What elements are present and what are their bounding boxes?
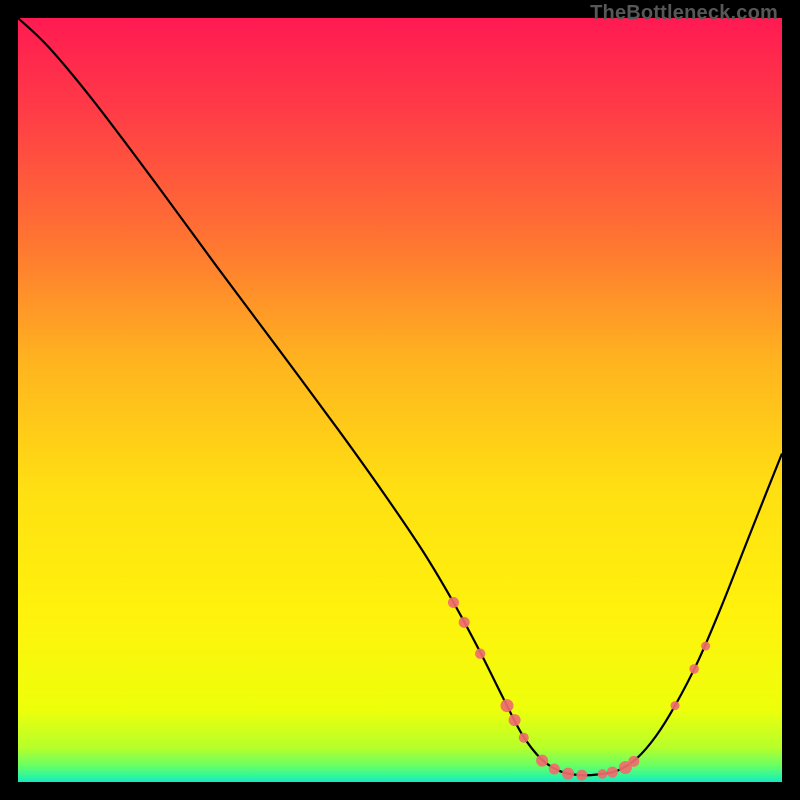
marker-dot xyxy=(689,664,699,674)
marker-dot xyxy=(509,714,521,726)
marker-dot xyxy=(459,617,470,628)
marker-dot xyxy=(607,767,618,778)
marker-dot xyxy=(576,770,587,781)
marker-group xyxy=(448,597,710,781)
marker-dot xyxy=(549,764,560,775)
marker-dot xyxy=(701,642,710,651)
marker-dot xyxy=(562,768,574,780)
plot-area xyxy=(18,18,782,782)
watermark-text: TheBottleneck.com xyxy=(590,2,778,25)
marker-dot xyxy=(448,597,459,608)
marker-dot xyxy=(671,701,680,710)
marker-dot xyxy=(519,733,529,743)
curve-layer xyxy=(18,18,782,782)
marker-dot xyxy=(628,756,639,767)
marker-dot xyxy=(536,755,548,767)
chart-canvas: TheBottleneck.com xyxy=(0,0,800,800)
bottleneck-curve xyxy=(18,18,782,775)
marker-dot xyxy=(500,699,513,712)
marker-dot xyxy=(598,769,608,779)
marker-dot xyxy=(475,648,485,658)
